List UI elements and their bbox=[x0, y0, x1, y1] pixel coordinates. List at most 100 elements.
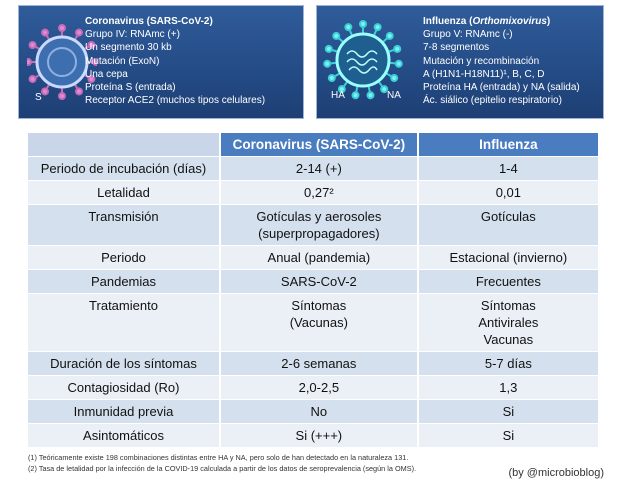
row-label: Periodo bbox=[28, 245, 221, 270]
row-label: Periodo de incubación (días) bbox=[28, 156, 221, 181]
table-cell: 2-6 semanas bbox=[220, 351, 419, 376]
card-line: Ác. siálico (epitelio respiratorio) bbox=[423, 95, 562, 107]
table-cell: 2-14 (+) bbox=[220, 156, 419, 181]
card-line: Un segmento 30 kb bbox=[85, 42, 172, 54]
card-text: Coronavirus (SARS-CoV-2) Grupo IV: RNAmc … bbox=[85, 15, 265, 107]
title-part: ) bbox=[546, 16, 551, 27]
cell-line: 0,27² bbox=[304, 185, 334, 200]
table-row: Asintomáticos Si (+++) Si bbox=[28, 423, 601, 448]
table-cell: Si bbox=[417, 423, 601, 448]
table-row: Duración de los síntomas 2-6 semanas 5-7 d… bbox=[28, 351, 601, 376]
cell-line: Antivirales bbox=[478, 315, 539, 330]
cell-line: 5-7 días bbox=[484, 356, 532, 371]
card-title: Coronavirus (SARS-CoV-2) bbox=[85, 15, 265, 28]
table-cell: No bbox=[220, 399, 419, 424]
table-cell: 2,0-2,5 bbox=[220, 375, 419, 400]
header-cell: Influenza bbox=[417, 133, 601, 157]
cell-line: Vacunas bbox=[483, 332, 534, 347]
comparison-table: Coronavirus (SARS-CoV-2) Influenza Periodo… bbox=[28, 133, 601, 448]
cell-line: 0,01 bbox=[495, 185, 521, 200]
card-line: Mutación y recombinación bbox=[423, 55, 540, 67]
cell-line: 2-6 semanas bbox=[281, 356, 357, 371]
title-part: Orthomixovirus bbox=[472, 16, 547, 27]
cell-line: Síntomas bbox=[291, 298, 347, 313]
table-row: Pandemias SARS-CoV-2 Frecuentes bbox=[28, 269, 601, 294]
table-row: Contagiosidad (Ro) 2,0-2,5 1,3 bbox=[28, 375, 601, 400]
cell-line: SARS-CoV-2 bbox=[280, 274, 357, 289]
footnotes: (1) Teóricamente existe 198 combinacione… bbox=[28, 452, 416, 474]
row-label: Asintomáticos bbox=[28, 423, 221, 448]
cell-line: Si bbox=[502, 428, 515, 443]
table-row: Inmunidad previa No Si bbox=[28, 399, 601, 424]
card-title: Influenza (Orthomixovirus) bbox=[423, 15, 580, 28]
card-line: A (H1N1-H18N11)¹, B, C, D bbox=[423, 68, 545, 80]
table-cell: Gotículas bbox=[417, 204, 601, 246]
cell-line: Frecuentes bbox=[475, 274, 541, 289]
card-line: Grupo V: RNAmc (-) bbox=[423, 29, 513, 41]
cell-line: Gotículas y aerosoles bbox=[256, 209, 382, 224]
cell-line: Estacional (invierno) bbox=[449, 250, 568, 265]
table-cell: Si (+++) bbox=[220, 423, 419, 448]
title-part: Coronavirus (SARS-CoV-2) bbox=[85, 16, 213, 27]
cell-line: 1,3 bbox=[499, 380, 518, 395]
table-cell: Síntomas (Vacunas) bbox=[220, 293, 419, 352]
header-cell bbox=[28, 133, 221, 157]
table-cell: Frecuentes bbox=[417, 269, 601, 294]
title-part: Influenza ( bbox=[423, 16, 473, 27]
table-row: Tratamiento Síntomas (Vacunas) Síntomas Anti… bbox=[28, 293, 601, 352]
row-label: Letalidad bbox=[28, 180, 221, 205]
row-label: Duración de los síntomas bbox=[28, 351, 221, 376]
table-cell: 0,01 bbox=[417, 180, 601, 205]
table-row: Periodo Anual (pandemia) Estacional (invie… bbox=[28, 245, 601, 270]
icon-label: HA bbox=[331, 90, 345, 101]
cell-line: Anual (pandemia) bbox=[267, 250, 371, 265]
card-line: Proteína HA (entrada) y NA (salida) bbox=[423, 82, 580, 94]
cell-line: Si (+++) bbox=[295, 428, 343, 443]
card-line: Proteína S (entrada) bbox=[85, 82, 176, 94]
table-cell: Estacional (invierno) bbox=[417, 245, 601, 270]
footnote: (1) Teóricamente existe 198 combinacione… bbox=[28, 453, 409, 462]
table-cell: 0,27² bbox=[220, 180, 419, 205]
table-row: Letalidad 0,27² 0,01 bbox=[28, 180, 601, 205]
influenza-card: HA NA Influenza (Orthomixovirus) Grupo V:… bbox=[316, 5, 604, 119]
coronavirus-card: S Coronavirus (SARS-CoV-2) Grupo IV: RNAm… bbox=[18, 5, 304, 119]
table-cell: Si bbox=[417, 399, 601, 424]
icon-label: S bbox=[35, 92, 42, 103]
table-cell: Anual (pandemia) bbox=[220, 245, 419, 270]
header-row: Coronavirus (SARS-CoV-2) Influenza bbox=[28, 133, 601, 157]
row-label: Tratamiento bbox=[28, 293, 221, 352]
cell-line: Gotículas bbox=[480, 209, 536, 224]
row-label: Inmunidad previa bbox=[28, 399, 221, 424]
card-line: Receptor ACE2 (muchos tipos celulares) bbox=[85, 95, 266, 107]
card-line: Mutación (ExoN) bbox=[85, 55, 160, 67]
table-cell: Gotículas y aerosoles (superpropagadores) bbox=[220, 204, 419, 246]
cell-line: No bbox=[310, 404, 328, 419]
cell-line: (superpropagadores) bbox=[258, 226, 380, 241]
table-cell: 5-7 días bbox=[417, 351, 601, 376]
cell-line: 2,0-2,5 bbox=[298, 380, 340, 395]
credit: (by @microbioblog) bbox=[508, 467, 604, 479]
row-label: Pandemias bbox=[28, 269, 221, 294]
table-cell: Síntomas Antivirales Vacunas bbox=[417, 293, 601, 352]
table-row: Transmisión Gotículas y aerosoles (superpr… bbox=[28, 204, 601, 246]
row-label: Contagiosidad (Ro) bbox=[28, 375, 221, 400]
cell-line: Si bbox=[502, 404, 515, 419]
card-line: 7-8 segmentos bbox=[423, 42, 490, 54]
row-label: Transmisión bbox=[28, 204, 221, 246]
header-cell: Coronavirus (SARS-CoV-2) bbox=[220, 133, 419, 157]
table-row: Periodo de incubación (días) 2-14 (+) 1-4 bbox=[28, 156, 601, 181]
card-line: Una cepa bbox=[85, 68, 128, 80]
table-cell: 1,3 bbox=[417, 375, 601, 400]
icon-label: NA bbox=[387, 90, 401, 101]
cell-line: 1-4 bbox=[498, 161, 518, 176]
card-line: Grupo IV: RNAmc (+) bbox=[85, 29, 180, 41]
card-text: Influenza (Orthomixovirus) Grupo V: RNAmc… bbox=[423, 15, 580, 107]
coronavirus-icon bbox=[27, 24, 97, 100]
cell-line: (Vacunas) bbox=[289, 315, 348, 330]
cell-line: 2-14 (+) bbox=[295, 161, 342, 176]
table-cell: SARS-CoV-2 bbox=[220, 269, 419, 294]
cell-line: Síntomas bbox=[480, 298, 536, 313]
table-cell: 1-4 bbox=[417, 156, 601, 181]
footnote: (2) Tasa de letalidad por la infección d… bbox=[28, 464, 417, 473]
